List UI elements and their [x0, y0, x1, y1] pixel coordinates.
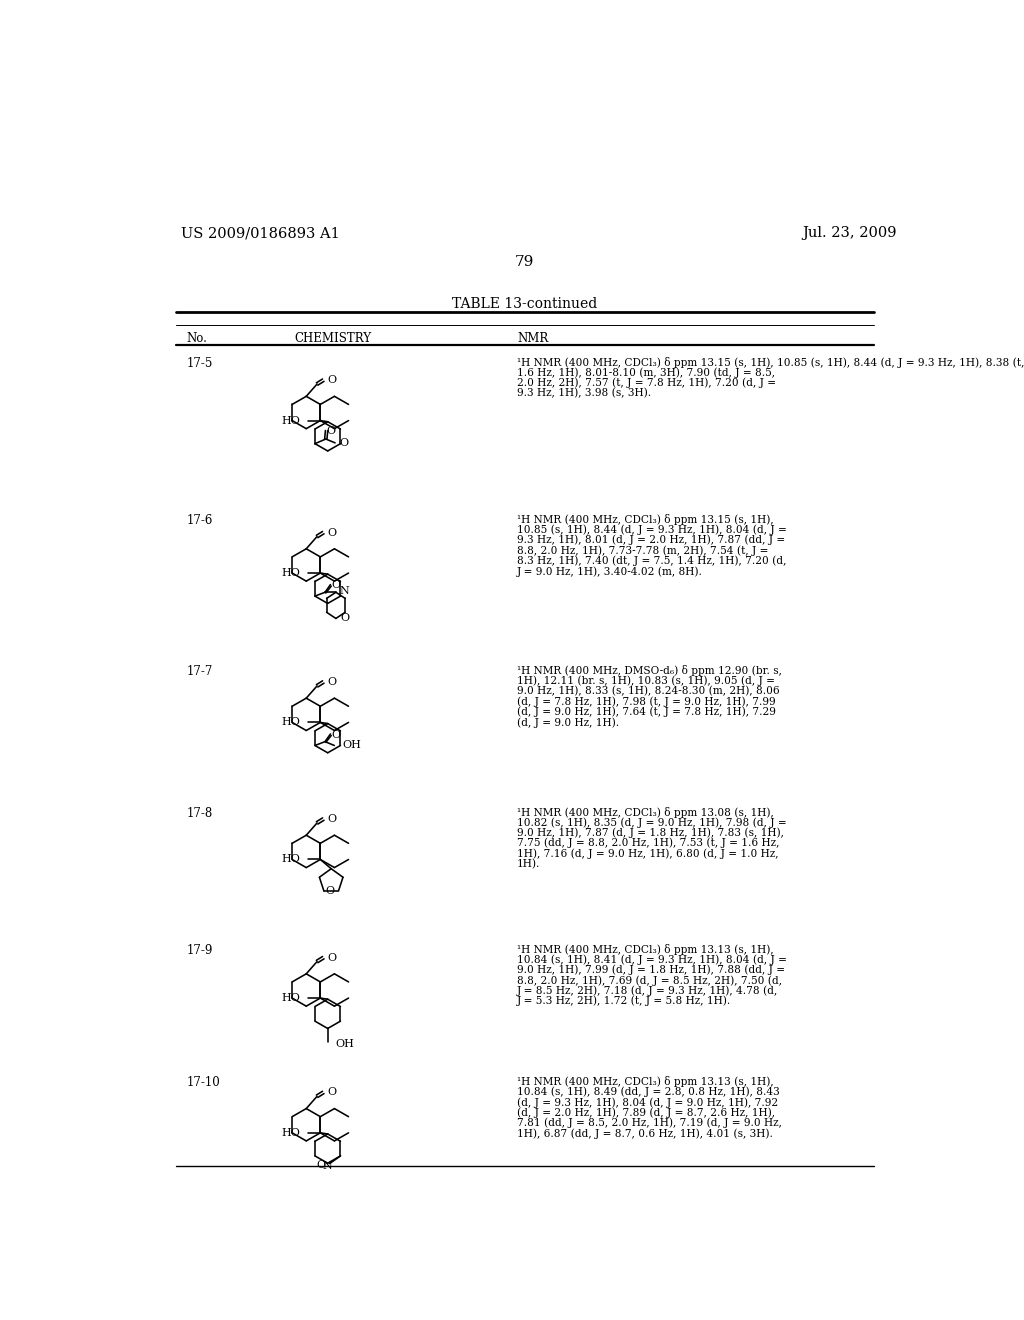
Text: 9.0 Hz, 1H), 7.87 (d, J = 1.8 Hz, 1H), 7.83 (s, 1H),: 9.0 Hz, 1H), 7.87 (d, J = 1.8 Hz, 1H), 7…	[517, 828, 784, 838]
Text: ¹H NMR (400 MHz, CDCl₃) δ ppm 13.13 (s, 1H),: ¹H NMR (400 MHz, CDCl₃) δ ppm 13.13 (s, …	[517, 944, 774, 954]
Text: J = 9.0 Hz, 1H), 3.40-4.02 (m, 8H).: J = 9.0 Hz, 1H), 3.40-4.02 (m, 8H).	[517, 566, 702, 577]
Text: O: O	[328, 1088, 336, 1097]
Text: ¹H NMR (400 MHz, CDCl₃) δ ppm 13.13 (s, 1H),: ¹H NMR (400 MHz, CDCl₃) δ ppm 13.13 (s, …	[517, 1076, 774, 1088]
Text: NMR: NMR	[517, 331, 548, 345]
Text: HO: HO	[282, 416, 300, 425]
Text: ¹H NMR (400 MHz, CDCl₃) δ ppm 13.15 (s, 1H), 10.85 (s, 1H), 8.44 (d, J = 9.3 Hz,: ¹H NMR (400 MHz, CDCl₃) δ ppm 13.15 (s, …	[517, 358, 1024, 368]
Text: CHEMISTRY: CHEMISTRY	[295, 331, 372, 345]
Text: O: O	[331, 581, 340, 590]
Text: (d, J = 2.0 Hz, 1H), 7.89 (d, J = 8.7, 2.6 Hz, 1H),: (d, J = 2.0 Hz, 1H), 7.89 (d, J = 8.7, 2…	[517, 1107, 775, 1118]
Text: OH: OH	[336, 1039, 354, 1049]
Text: 17-9: 17-9	[186, 944, 213, 957]
Text: (d, J = 7.8 Hz, 1H), 7.98 (t, J = 9.0 Hz, 1H), 7.99: (d, J = 7.8 Hz, 1H), 7.98 (t, J = 9.0 Hz…	[517, 696, 775, 706]
Text: 10.85 (s, 1H), 8.44 (d, J = 9.3 Hz, 1H), 8.04 (d, J =: 10.85 (s, 1H), 8.44 (d, J = 9.3 Hz, 1H),…	[517, 524, 786, 535]
Text: 1H).: 1H).	[517, 859, 541, 869]
Text: O: O	[341, 614, 349, 623]
Text: N: N	[323, 1162, 333, 1171]
Text: N: N	[340, 586, 349, 597]
Text: 2.0 Hz, 2H), 7.57 (t, J = 7.8 Hz, 1H), 7.20 (d, J =: 2.0 Hz, 2H), 7.57 (t, J = 7.8 Hz, 1H), 7…	[517, 378, 776, 388]
Text: 8.8, 2.0 Hz, 1H), 7.73-7.78 (m, 2H), 7.54 (t, J =: 8.8, 2.0 Hz, 1H), 7.73-7.78 (m, 2H), 7.5…	[517, 545, 768, 556]
Text: HO: HO	[282, 1127, 300, 1138]
Text: ¹H NMR (400 MHz, DMSO-d₆) δ ppm 12.90 (br. s,: ¹H NMR (400 MHz, DMSO-d₆) δ ppm 12.90 (b…	[517, 665, 782, 676]
Text: 7.75 (dd, J = 8.8, 2.0 Hz, 1H), 7.53 (t, J = 1.6 Hz,: 7.75 (dd, J = 8.8, 2.0 Hz, 1H), 7.53 (t,…	[517, 838, 779, 849]
Text: J = 5.3 Hz, 2H), 1.72 (t, J = 5.8 Hz, 1H).: J = 5.3 Hz, 2H), 1.72 (t, J = 5.8 Hz, 1H…	[517, 995, 731, 1006]
Text: (d, J = 9.3 Hz, 1H), 8.04 (d, J = 9.0 Hz, 1H), 7.92: (d, J = 9.3 Hz, 1H), 8.04 (d, J = 9.0 Hz…	[517, 1097, 778, 1107]
Text: 17-10: 17-10	[186, 1076, 220, 1089]
Text: OH: OH	[342, 741, 360, 751]
Text: O: O	[328, 375, 336, 385]
Text: 9.3 Hz, 1H), 3.98 (s, 3H).: 9.3 Hz, 1H), 3.98 (s, 3H).	[517, 388, 651, 399]
Text: 17-7: 17-7	[186, 665, 213, 678]
Text: (d, J = 9.0 Hz, 1H).: (d, J = 9.0 Hz, 1H).	[517, 717, 620, 727]
Text: 10.84 (s, 1H), 8.41 (d, J = 9.3 Hz, 1H), 8.04 (d, J =: 10.84 (s, 1H), 8.41 (d, J = 9.3 Hz, 1H),…	[517, 954, 786, 965]
Text: 9.0 Hz, 1H), 8.33 (s, 1H), 8.24-8.30 (m, 2H), 8.06: 9.0 Hz, 1H), 8.33 (s, 1H), 8.24-8.30 (m,…	[517, 686, 779, 696]
Text: US 2009/0186893 A1: US 2009/0186893 A1	[180, 226, 339, 240]
Text: 17-8: 17-8	[186, 807, 212, 820]
Text: O: O	[326, 886, 335, 896]
Text: O: O	[327, 426, 336, 437]
Text: 17-6: 17-6	[186, 515, 213, 527]
Text: No.: No.	[186, 331, 207, 345]
Text: TABLE 13-continued: TABLE 13-continued	[453, 297, 597, 312]
Text: 17-5: 17-5	[186, 358, 213, 370]
Text: 8.8, 2.0 Hz, 1H), 7.69 (d, J = 8.5 Hz, 2H), 7.50 (d,: 8.8, 2.0 Hz, 1H), 7.69 (d, J = 8.5 Hz, 2…	[517, 975, 782, 986]
Text: 1.6 Hz, 1H), 8.01-8.10 (m, 3H), 7.90 (td, J = 8.5,: 1.6 Hz, 1H), 8.01-8.10 (m, 3H), 7.90 (td…	[517, 367, 775, 378]
Text: Jul. 23, 2009: Jul. 23, 2009	[802, 226, 897, 240]
Text: 1H), 12.11 (br. s, 1H), 10.83 (s, 1H), 9.05 (d, J =: 1H), 12.11 (br. s, 1H), 10.83 (s, 1H), 9…	[517, 676, 775, 686]
Text: HO: HO	[282, 854, 300, 865]
Text: ¹H NMR (400 MHz, CDCl₃) δ ppm 13.15 (s, 1H),: ¹H NMR (400 MHz, CDCl₃) δ ppm 13.15 (s, …	[517, 515, 774, 525]
Text: HO: HO	[282, 718, 300, 727]
Text: O: O	[316, 1160, 326, 1170]
Text: (d, J = 9.0 Hz, 1H), 7.64 (t, J = 7.8 Hz, 1H), 7.29: (d, J = 9.0 Hz, 1H), 7.64 (t, J = 7.8 Hz…	[517, 706, 776, 717]
Text: 10.84 (s, 1H), 8.49 (dd, J = 2.8, 0.8 Hz, 1H), 8.43: 10.84 (s, 1H), 8.49 (dd, J = 2.8, 0.8 Hz…	[517, 1086, 780, 1097]
Text: J = 8.5 Hz, 2H), 7.18 (d, J = 9.3 Hz, 1H), 4.78 (d,: J = 8.5 Hz, 2H), 7.18 (d, J = 9.3 Hz, 1H…	[517, 985, 778, 997]
Text: O: O	[331, 730, 340, 739]
Text: 1H), 6.87 (dd, J = 8.7, 0.6 Hz, 1H), 4.01 (s, 3H).: 1H), 6.87 (dd, J = 8.7, 0.6 Hz, 1H), 4.0…	[517, 1129, 773, 1139]
Text: 7.81 (dd, J = 8.5, 2.0 Hz, 1H), 7.19 (d, J = 9.0 Hz,: 7.81 (dd, J = 8.5, 2.0 Hz, 1H), 7.19 (d,…	[517, 1118, 782, 1129]
Text: 9.3 Hz, 1H), 8.01 (d, J = 2.0 Hz, 1H), 7.87 (dd, J =: 9.3 Hz, 1H), 8.01 (d, J = 2.0 Hz, 1H), 7…	[517, 535, 785, 545]
Text: HO: HO	[282, 568, 300, 578]
Text: O: O	[328, 528, 336, 537]
Text: 8.3 Hz, 1H), 7.40 (dt, J = 7.5, 1.4 Hz, 1H), 7.20 (d,: 8.3 Hz, 1H), 7.40 (dt, J = 7.5, 1.4 Hz, …	[517, 556, 786, 566]
Text: 9.0 Hz, 1H), 7.99 (d, J = 1.8 Hz, 1H), 7.88 (dd, J =: 9.0 Hz, 1H), 7.99 (d, J = 1.8 Hz, 1H), 7…	[517, 965, 785, 975]
Text: HO: HO	[282, 993, 300, 1003]
Text: O: O	[328, 677, 336, 686]
Text: 1H), 7.16 (d, J = 9.0 Hz, 1H), 6.80 (d, J = 1.0 Hz,: 1H), 7.16 (d, J = 9.0 Hz, 1H), 6.80 (d, …	[517, 849, 778, 859]
Text: O: O	[328, 814, 336, 824]
Text: ¹H NMR (400 MHz, CDCl₃) δ ppm 13.08 (s, 1H),: ¹H NMR (400 MHz, CDCl₃) δ ppm 13.08 (s, …	[517, 807, 774, 817]
Text: 10.82 (s, 1H), 8.35 (d, J = 9.0 Hz, 1H), 7.98 (d, J =: 10.82 (s, 1H), 8.35 (d, J = 9.0 Hz, 1H),…	[517, 817, 786, 828]
Text: O: O	[339, 438, 348, 447]
Text: 79: 79	[515, 255, 535, 269]
Text: O: O	[328, 953, 336, 962]
